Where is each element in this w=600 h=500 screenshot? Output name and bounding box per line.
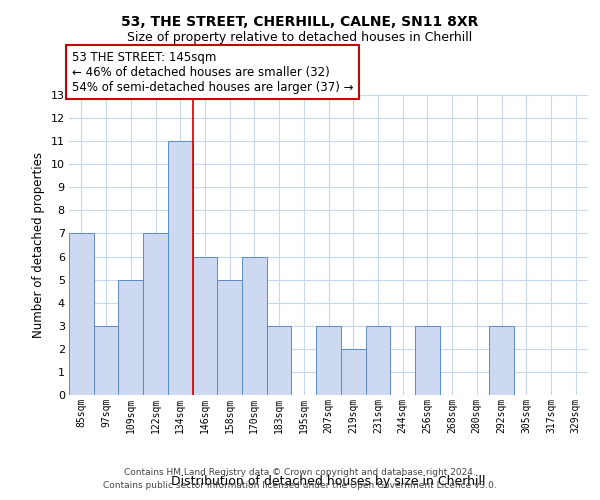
Bar bbox=[217, 280, 242, 395]
Bar bbox=[118, 280, 143, 395]
Bar bbox=[341, 349, 365, 395]
Bar bbox=[94, 326, 118, 395]
Text: Size of property relative to detached houses in Cherhill: Size of property relative to detached ho… bbox=[127, 31, 473, 44]
Text: Contains public sector information licensed under the Open Government Licence v3: Contains public sector information licen… bbox=[103, 480, 497, 490]
Bar bbox=[267, 326, 292, 395]
Bar bbox=[143, 234, 168, 395]
Text: Contains HM Land Registry data © Crown copyright and database right 2024.: Contains HM Land Registry data © Crown c… bbox=[124, 468, 476, 477]
Bar bbox=[193, 256, 217, 395]
Bar bbox=[69, 234, 94, 395]
Bar bbox=[489, 326, 514, 395]
Bar bbox=[242, 256, 267, 395]
Bar bbox=[415, 326, 440, 395]
Bar bbox=[365, 326, 390, 395]
Text: 53, THE STREET, CHERHILL, CALNE, SN11 8XR: 53, THE STREET, CHERHILL, CALNE, SN11 8X… bbox=[121, 16, 479, 30]
Bar bbox=[168, 141, 193, 395]
Text: 53 THE STREET: 145sqm
← 46% of detached houses are smaller (32)
54% of semi-deta: 53 THE STREET: 145sqm ← 46% of detached … bbox=[71, 50, 353, 94]
Bar bbox=[316, 326, 341, 395]
Y-axis label: Number of detached properties: Number of detached properties bbox=[32, 152, 45, 338]
X-axis label: Distribution of detached houses by size in Cherhill: Distribution of detached houses by size … bbox=[171, 474, 486, 488]
